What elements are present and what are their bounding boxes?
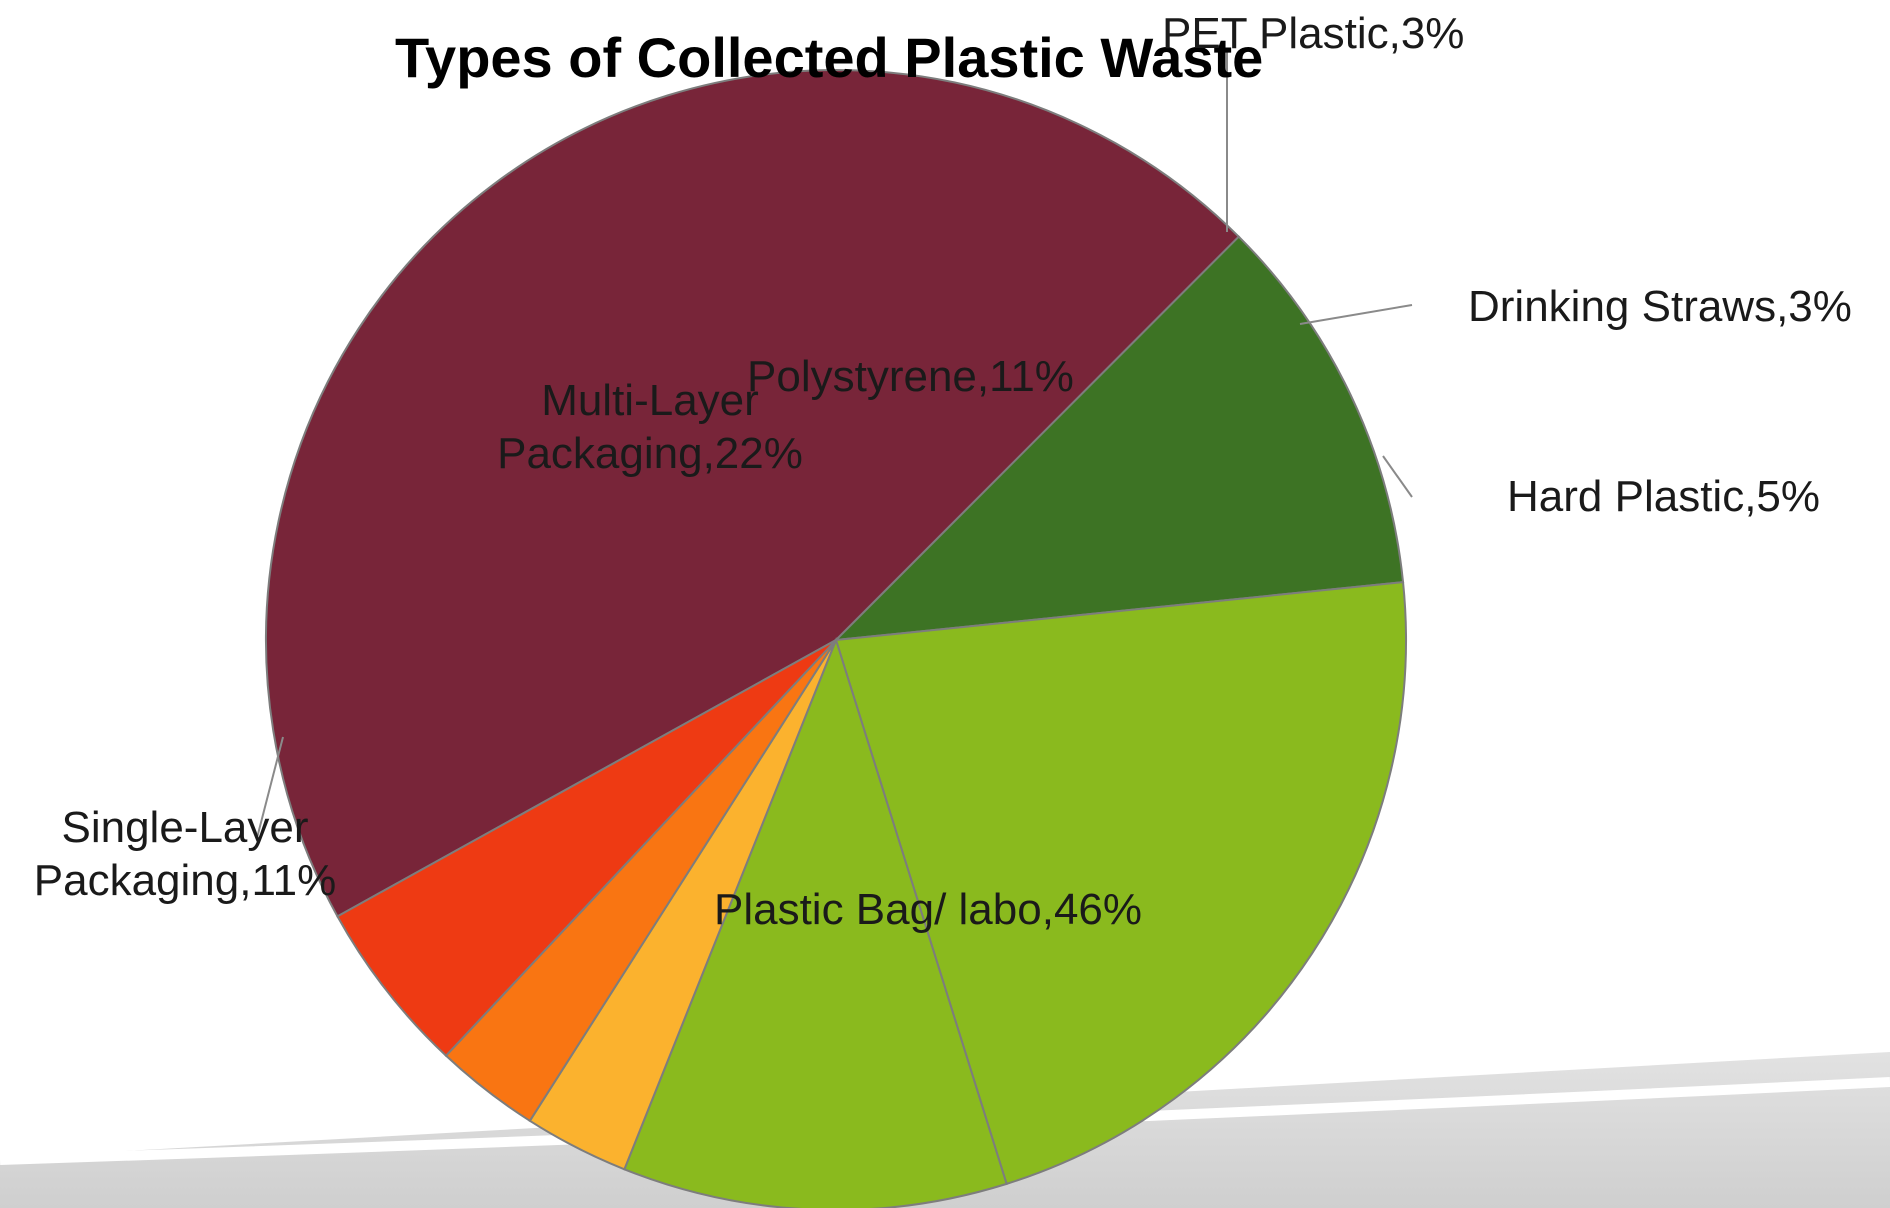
slice-label-line: Packaging,22% [497, 429, 803, 478]
slice-label-plastic-bag-labo: Plastic Bag/ labo,46% [698, 883, 1158, 936]
slice-label-single-layer-packaging: Single-Layer Packaging,11% [15, 801, 355, 907]
slice-label-line: Hard Plastic,5% [1507, 472, 1821, 521]
pie-slice-plastic-bag-labo [265, 69, 1241, 918]
slice-label-line: Drinking Straws,3% [1468, 282, 1852, 331]
slice-label-pet-plastic: PET Plastic,3% [1162, 7, 1542, 60]
slice-label-line: PET Plastic,3% [1162, 9, 1465, 58]
slice-label-line: Polystyrene,11% [747, 352, 1074, 401]
leader-line-hard-plastic [1382, 455, 1413, 498]
slice-label-drinking-straws: Drinking Straws,3% [1468, 280, 1888, 333]
pie-slice-multi-layer-packaging [834, 580, 1407, 1186]
pie-slice-polystyrene [623, 637, 1008, 1208]
pie-slice-hard-plastic [336, 639, 837, 1058]
slice-label-polystyrene: Polystyrene,11% [747, 350, 1207, 403]
slice-label-multi-layer-packaging: Multi-Layer Packaging,22% [480, 374, 820, 480]
pie-slice-single-layer-packaging [833, 235, 1405, 642]
leader-line-single-layer-packaging [256, 736, 284, 839]
slice-label-line: Single-Layer [61, 803, 309, 852]
leader-line-drinking-straws [1299, 304, 1413, 325]
slice-label-line: Plastic Bag/ labo,46% [713, 885, 1143, 934]
chart-title: Types of Collected Plastic Waste [395, 26, 1264, 89]
slice-label-line: Multi-Layer [541, 376, 759, 425]
slice-label-line: Packaging,11% [33, 856, 337, 905]
slice-label-hard-plastic: Hard Plastic,5% [1507, 470, 1847, 523]
